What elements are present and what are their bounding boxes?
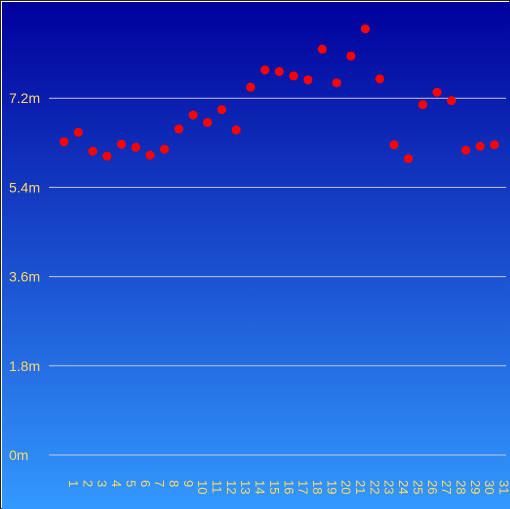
y-tick-label: 5.4m <box>9 179 40 195</box>
data-point <box>131 142 141 152</box>
data-point <box>346 51 356 61</box>
data-point <box>88 146 98 156</box>
data-point <box>289 71 299 81</box>
x-tick-label: 26 <box>425 480 440 494</box>
x-tick-label: 3 <box>95 480 110 487</box>
data-point <box>490 140 499 150</box>
x-tick-label: 24 <box>396 480 411 494</box>
x-tick-label: 9 <box>181 480 196 487</box>
data-point <box>360 24 370 34</box>
data-point <box>303 75 313 85</box>
data-points <box>59 24 499 164</box>
data-point <box>375 74 385 84</box>
x-tick-label: 2 <box>80 480 95 487</box>
data-point <box>203 117 212 127</box>
x-tick-label: 19 <box>324 480 339 494</box>
x-tick-label: 1 <box>66 480 81 487</box>
x-tick-label: 7 <box>152 480 167 487</box>
data-point <box>403 154 413 164</box>
data-point <box>317 44 327 54</box>
x-tick-label: 31 <box>497 480 510 494</box>
x-tick-label: 22 <box>367 480 382 494</box>
x-tick-label: 20 <box>339 480 354 494</box>
x-tick-label: 16 <box>281 480 296 494</box>
x-tick-label: 10 <box>195 480 210 494</box>
x-tick-label: 23 <box>382 480 397 494</box>
data-point <box>217 105 227 115</box>
x-tick-label: 11 <box>210 480 225 494</box>
y-tick-label: 7.2m <box>9 90 40 106</box>
x-tick-labels: 1 2 3 4 5 6 7 8 9 10 11 12 13 14 15 16 17 18 19 20 21 22 23 24 2… <box>66 480 510 494</box>
data-point <box>174 124 184 134</box>
data-point <box>432 87 442 97</box>
x-tick-label: 12 <box>224 480 239 494</box>
data-point <box>475 141 485 151</box>
data-point <box>389 140 399 150</box>
x-tick-label: 6 <box>138 480 153 487</box>
data-point <box>260 65 270 75</box>
x-tick-label: 28 <box>453 480 468 494</box>
x-tick-label: 30 <box>482 480 497 494</box>
x-tick-label: 25 <box>410 480 425 494</box>
data-point <box>446 96 456 106</box>
y-tick-label: 3.6m <box>9 269 40 285</box>
x-tick-label: 15 <box>267 480 282 494</box>
x-tick-label: 17 <box>296 480 311 494</box>
x-tick-label: 8 <box>166 480 181 487</box>
y-tick-label: 0m <box>9 447 28 463</box>
x-tick-label: 27 <box>439 480 454 494</box>
x-tick-label: 13 <box>238 480 253 494</box>
y-tick-label: 1.8m <box>9 358 40 374</box>
data-point <box>159 144 169 154</box>
data-point <box>332 78 342 88</box>
data-point <box>116 139 126 149</box>
x-tick-label: 18 <box>310 480 325 494</box>
x-tick-label: 21 <box>353 480 368 494</box>
x-tick-label: 4 <box>109 480 124 487</box>
data-point <box>188 110 198 120</box>
data-point <box>231 125 241 135</box>
data-point <box>102 151 112 161</box>
data-point <box>145 150 155 160</box>
y-tick-labels: 0m 1.8m 3.6m 5.4m 7.2m <box>9 90 40 463</box>
gridlines <box>49 97 506 456</box>
data-point <box>59 137 69 147</box>
x-tick-label: 5 <box>123 480 138 487</box>
data-point <box>461 145 471 155</box>
data-point <box>274 66 284 76</box>
data-point <box>418 100 428 110</box>
data-point <box>73 127 83 137</box>
x-tick-label: 14 <box>253 480 268 494</box>
data-point <box>246 82 256 92</box>
x-tick-label: 29 <box>468 480 483 494</box>
